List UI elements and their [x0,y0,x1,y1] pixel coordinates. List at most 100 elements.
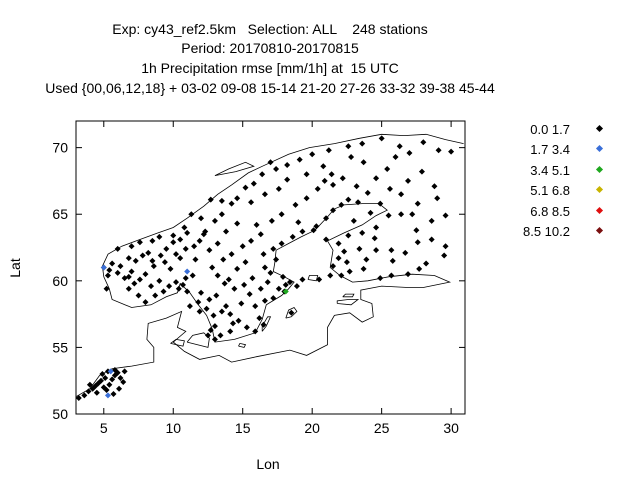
station-marker [275,285,282,292]
station-marker [114,245,121,252]
station-marker [345,143,352,150]
station-marker [257,285,264,292]
legend-label: 8.5 10.2 [523,224,570,239]
station-marker [121,368,128,375]
station-marker [203,305,210,312]
station-marker [218,197,225,204]
station-marker [125,285,132,292]
station-marker [442,243,449,250]
station-marker [367,209,374,216]
station-marker [227,328,234,335]
station-marker [428,217,435,224]
station-marker [359,229,366,236]
station-marker [252,328,259,335]
station-marker [286,279,293,286]
station-marker [261,264,268,271]
station-marker [221,280,228,287]
y-tick-label: 50 [52,406,68,422]
coastline-segment [307,275,319,282]
station-marker [156,277,163,284]
station-marker [316,276,323,283]
station-marker [253,221,260,228]
station-marker [106,267,113,274]
legend-entry: 0.0 1.7 [480,122,604,142]
station-marker [204,332,211,339]
station-marker [330,207,337,214]
station-marker [99,371,106,378]
station-marker [182,245,189,252]
station-marker [234,195,241,202]
coastline-segment [336,299,360,306]
legend-entry: 8.5 10.2 [480,224,604,244]
station-marker [385,212,392,219]
station-marker [163,245,170,252]
station-marker [273,256,280,263]
station-marker [428,236,435,243]
station-marker [184,288,191,295]
coastline-segment [75,133,464,398]
station-marker [292,201,299,208]
y-tick-label: 70 [52,140,68,156]
station-marker [338,272,345,279]
station-marker [257,231,264,238]
station-marker [135,292,142,299]
station-marker [128,243,135,250]
station-marker [345,196,352,203]
station-marker [195,299,202,306]
station-marker [373,224,380,231]
station-marker [214,272,221,279]
station-marker [117,375,124,382]
station-marker [117,263,124,270]
station-marker [392,153,399,160]
legend-label: 3.4 5.1 [530,162,570,178]
station-marker [442,212,449,219]
station-marker [167,265,174,272]
station-marker [142,299,149,306]
station-marker [125,255,132,262]
station-marker [360,265,367,272]
station-marker [303,195,310,202]
station-marker [210,312,217,319]
station-marker [149,257,156,264]
station-marker [157,252,164,259]
station-marker [166,283,173,290]
station-marker [341,248,348,255]
station-marker [299,276,306,283]
station-marker [104,392,111,399]
station-marker [389,257,396,264]
station-marker [355,199,362,206]
station-marker [179,281,186,288]
station-marker [102,375,109,382]
station-marker [323,215,330,222]
station-marker [434,195,441,202]
station-marker [435,147,442,154]
station-marker [256,315,263,322]
station-marker [261,297,268,304]
coastline-segment [214,161,255,176]
station-marker [250,180,257,187]
station-marker [330,181,337,188]
station-marker [235,317,242,324]
station-marker [242,184,249,191]
station-marker [196,237,203,244]
station-marker [288,309,295,316]
station-marker [378,135,385,142]
station-marker [405,271,412,278]
station-marker [405,177,412,184]
station-marker [223,228,230,235]
station-marker [213,292,220,299]
title-used-cycles: Used {00,06,12,18} + 03-02 09-08 15-14 2… [45,80,495,96]
station-marker [106,381,113,388]
station-marker [160,288,167,295]
station-marker [170,232,177,239]
station-marker [273,165,280,172]
station-marker [335,255,342,262]
station-marker [280,273,287,280]
station-marker [448,148,455,155]
station-marker [192,256,199,263]
station-marker [420,139,427,146]
station-marker [388,247,395,254]
station-marker [343,259,350,266]
station-marker [249,275,256,282]
station-marker [373,247,380,254]
